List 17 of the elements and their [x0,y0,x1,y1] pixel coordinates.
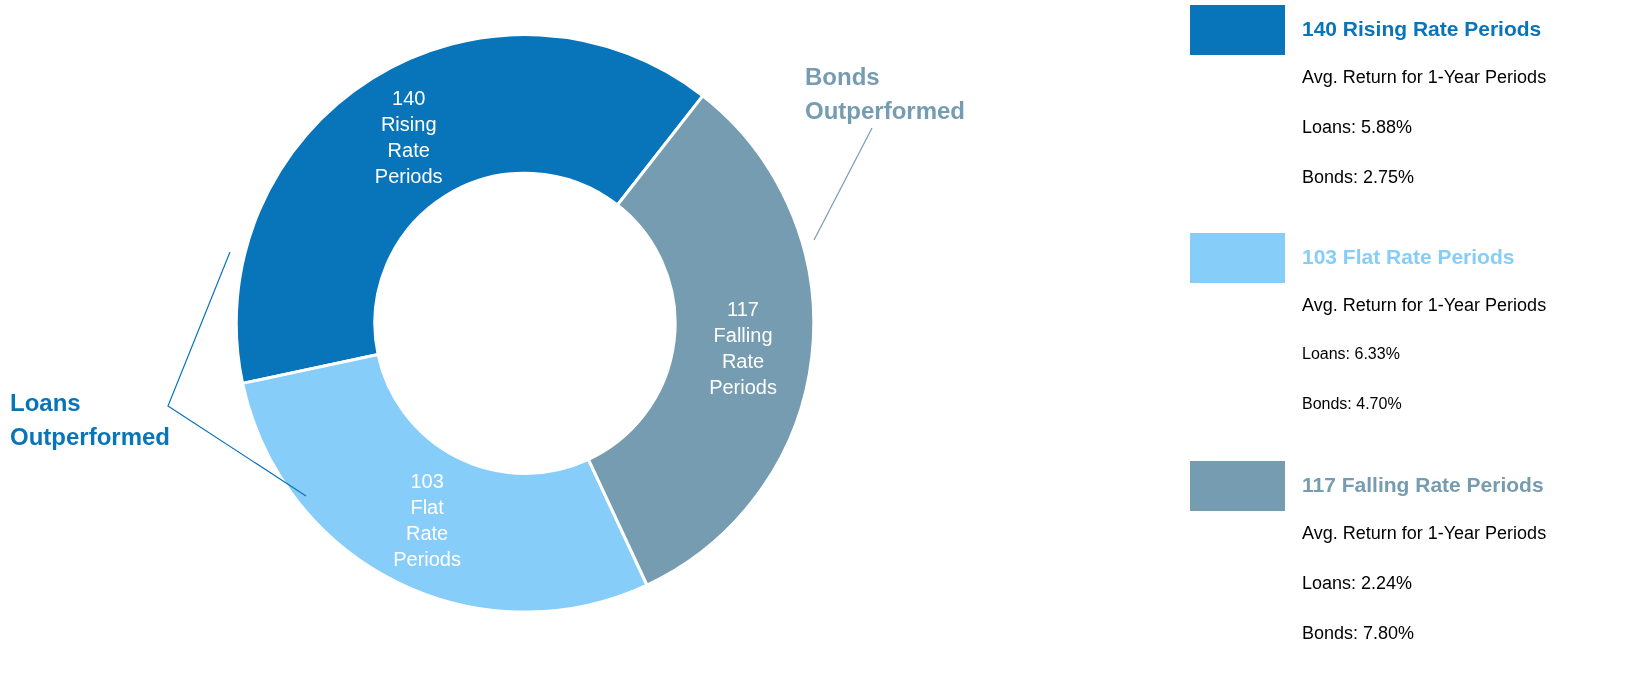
slice-label: 117 Falling Rate Periods [709,298,777,399]
slice-label: 140 Rising Rate Periods [374,87,443,188]
legend-label: 103 Flat Rate Periods [1302,245,1515,269]
legend-label: 117 Falling Rate Periods [1302,473,1544,497]
text: Loans: 5.88% [1302,117,1413,138]
text: Bonds: 4.70% [1302,395,1402,413]
text: Loans: 6.33% [1302,345,1400,363]
slice-label: 103 Flat Rate Periods [393,469,461,570]
text: Avg. Return for 1-Year Periods [1302,67,1547,88]
text: Avg. Return for 1-Year Periods [1302,523,1547,544]
text: Loans Outperformed [10,388,171,452]
text: Avg. Return for 1-Year Periods [1302,295,1547,316]
text: Bonds: 2.75% [1302,167,1415,188]
text: Loans: 2.24% [1302,573,1413,594]
text: Bonds Outperformed [805,62,966,126]
legend-label: 140 Rising Rate Periods [1302,17,1542,41]
text: Bonds: 7.80% [1302,623,1415,644]
